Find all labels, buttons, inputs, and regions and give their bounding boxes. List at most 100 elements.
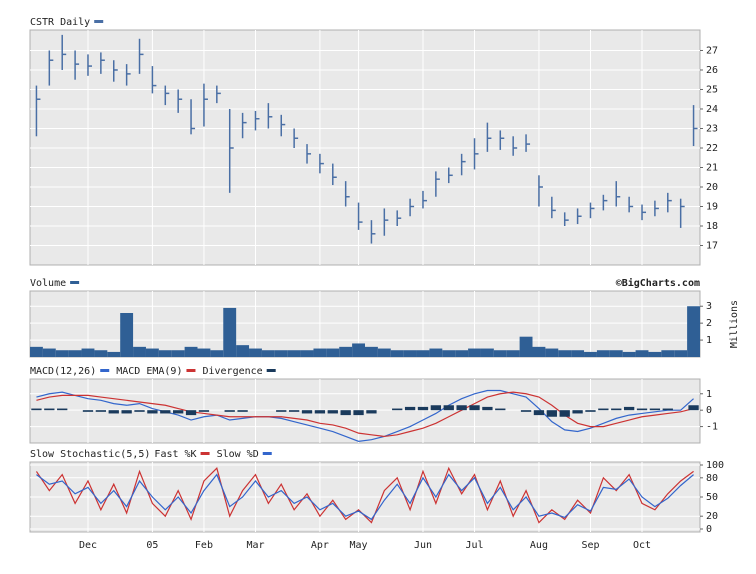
volume-bar xyxy=(545,348,559,357)
divergence-bar xyxy=(185,410,197,416)
divergence-bar xyxy=(520,410,532,412)
volume-bar xyxy=(416,350,430,357)
y-tick-label: 21 xyxy=(706,162,718,173)
volume-bar xyxy=(274,350,288,357)
divergence-bar xyxy=(443,405,454,411)
x-tick-label: Oct xyxy=(633,540,651,551)
divergence-bar xyxy=(108,410,119,414)
volume-bar xyxy=(468,348,481,357)
legend-swatch xyxy=(94,20,104,23)
y-tick-label: 2 xyxy=(706,318,712,329)
divergence-bar xyxy=(224,410,235,412)
series-line xyxy=(35,466,694,524)
volume-bar xyxy=(519,336,533,357)
volume-bar xyxy=(661,350,675,357)
volume-bar xyxy=(609,350,623,357)
divergence-bar xyxy=(404,406,416,411)
volume-bar xyxy=(352,343,365,357)
divergence-bar xyxy=(662,408,673,411)
divergence-bar xyxy=(533,410,545,416)
volume-bar xyxy=(120,313,134,357)
divergence-bar xyxy=(82,410,94,412)
divergence-bar xyxy=(559,410,570,417)
volume-bar xyxy=(622,351,636,357)
divergence-bar xyxy=(623,406,635,411)
volume-bar xyxy=(287,350,301,357)
divergence-bar xyxy=(353,410,364,416)
volume-bar xyxy=(249,348,262,357)
x-tick-label: Apr xyxy=(311,540,329,551)
divergence-bar xyxy=(495,408,506,411)
volume-bar xyxy=(55,350,69,357)
divergence-bar xyxy=(288,410,300,412)
volume-bar xyxy=(584,351,597,357)
volume-bar xyxy=(635,350,649,357)
legend-label: MACD EMA(9) xyxy=(116,366,182,377)
volume-bar xyxy=(107,351,121,357)
divergence-bar xyxy=(417,406,429,411)
volume-bar xyxy=(571,350,585,357)
divergence-bar xyxy=(121,410,132,414)
divergence-bar xyxy=(147,410,158,414)
legend-swatch xyxy=(262,452,272,455)
volume-bar xyxy=(42,348,56,357)
legend-swatch xyxy=(70,281,80,284)
divergence-bar xyxy=(636,408,648,411)
divergence-bar xyxy=(31,408,42,411)
y-tick-label: 1 xyxy=(706,335,712,346)
volume-bar xyxy=(339,346,353,357)
divergence-bar xyxy=(688,405,699,411)
chart-title: Slow Stochastic(5,5) xyxy=(30,449,150,460)
series-line xyxy=(36,473,694,521)
y-axis-label: Millions xyxy=(729,300,740,348)
volume-bar xyxy=(158,350,172,357)
volume-bar xyxy=(81,348,95,357)
divergence-bar xyxy=(611,408,622,411)
volume-bar xyxy=(30,346,43,357)
y-tick-label: 80 xyxy=(706,473,718,484)
y-tick-label: 22 xyxy=(706,143,718,154)
chart-title: CSTR Daily xyxy=(30,17,90,28)
volume-bar xyxy=(687,306,700,357)
divergence-bar xyxy=(314,410,326,414)
volume-bar xyxy=(493,350,507,357)
volume-bar xyxy=(184,346,198,357)
volume-bar xyxy=(133,346,146,357)
volume-bar xyxy=(68,350,82,357)
volume-bar xyxy=(313,348,327,357)
y-tick-label: 100 xyxy=(706,460,724,471)
y-tick-label: 18 xyxy=(706,221,718,232)
volume-bar xyxy=(377,348,391,357)
y-tick-label: 0 xyxy=(706,524,712,535)
legend-label: Divergence xyxy=(202,366,262,377)
y-tick-label: 26 xyxy=(706,65,718,76)
x-tick-label: Jun xyxy=(414,540,432,551)
legend-swatch xyxy=(200,452,210,455)
volume-bar xyxy=(326,348,340,357)
y-tick-label: 3 xyxy=(706,301,712,312)
volume-bar xyxy=(674,350,688,357)
y-tick-label: 50 xyxy=(706,492,718,503)
y-tick-label: 23 xyxy=(706,123,718,134)
divergence-bar xyxy=(366,410,377,414)
x-tick-label: Sep xyxy=(581,540,599,551)
divergence-bar xyxy=(160,410,171,414)
volume-bar xyxy=(403,350,417,357)
x-tick-label: 05 xyxy=(146,540,158,551)
series-line xyxy=(36,391,694,438)
volume-bar xyxy=(236,345,250,357)
divergence-bar xyxy=(57,408,68,411)
volume-bar xyxy=(480,348,494,357)
divergence-bar xyxy=(430,405,442,411)
volume-bar xyxy=(596,350,610,357)
volume-bar xyxy=(558,350,572,357)
volume-bar xyxy=(506,350,520,357)
divergence-bar xyxy=(134,410,145,412)
divergence-bar xyxy=(456,405,467,411)
volume-bar xyxy=(455,350,469,357)
legend-swatch xyxy=(186,369,196,372)
legend-swatch xyxy=(266,369,276,372)
divergence-bar xyxy=(572,410,583,414)
y-tick-label: 25 xyxy=(706,84,718,95)
